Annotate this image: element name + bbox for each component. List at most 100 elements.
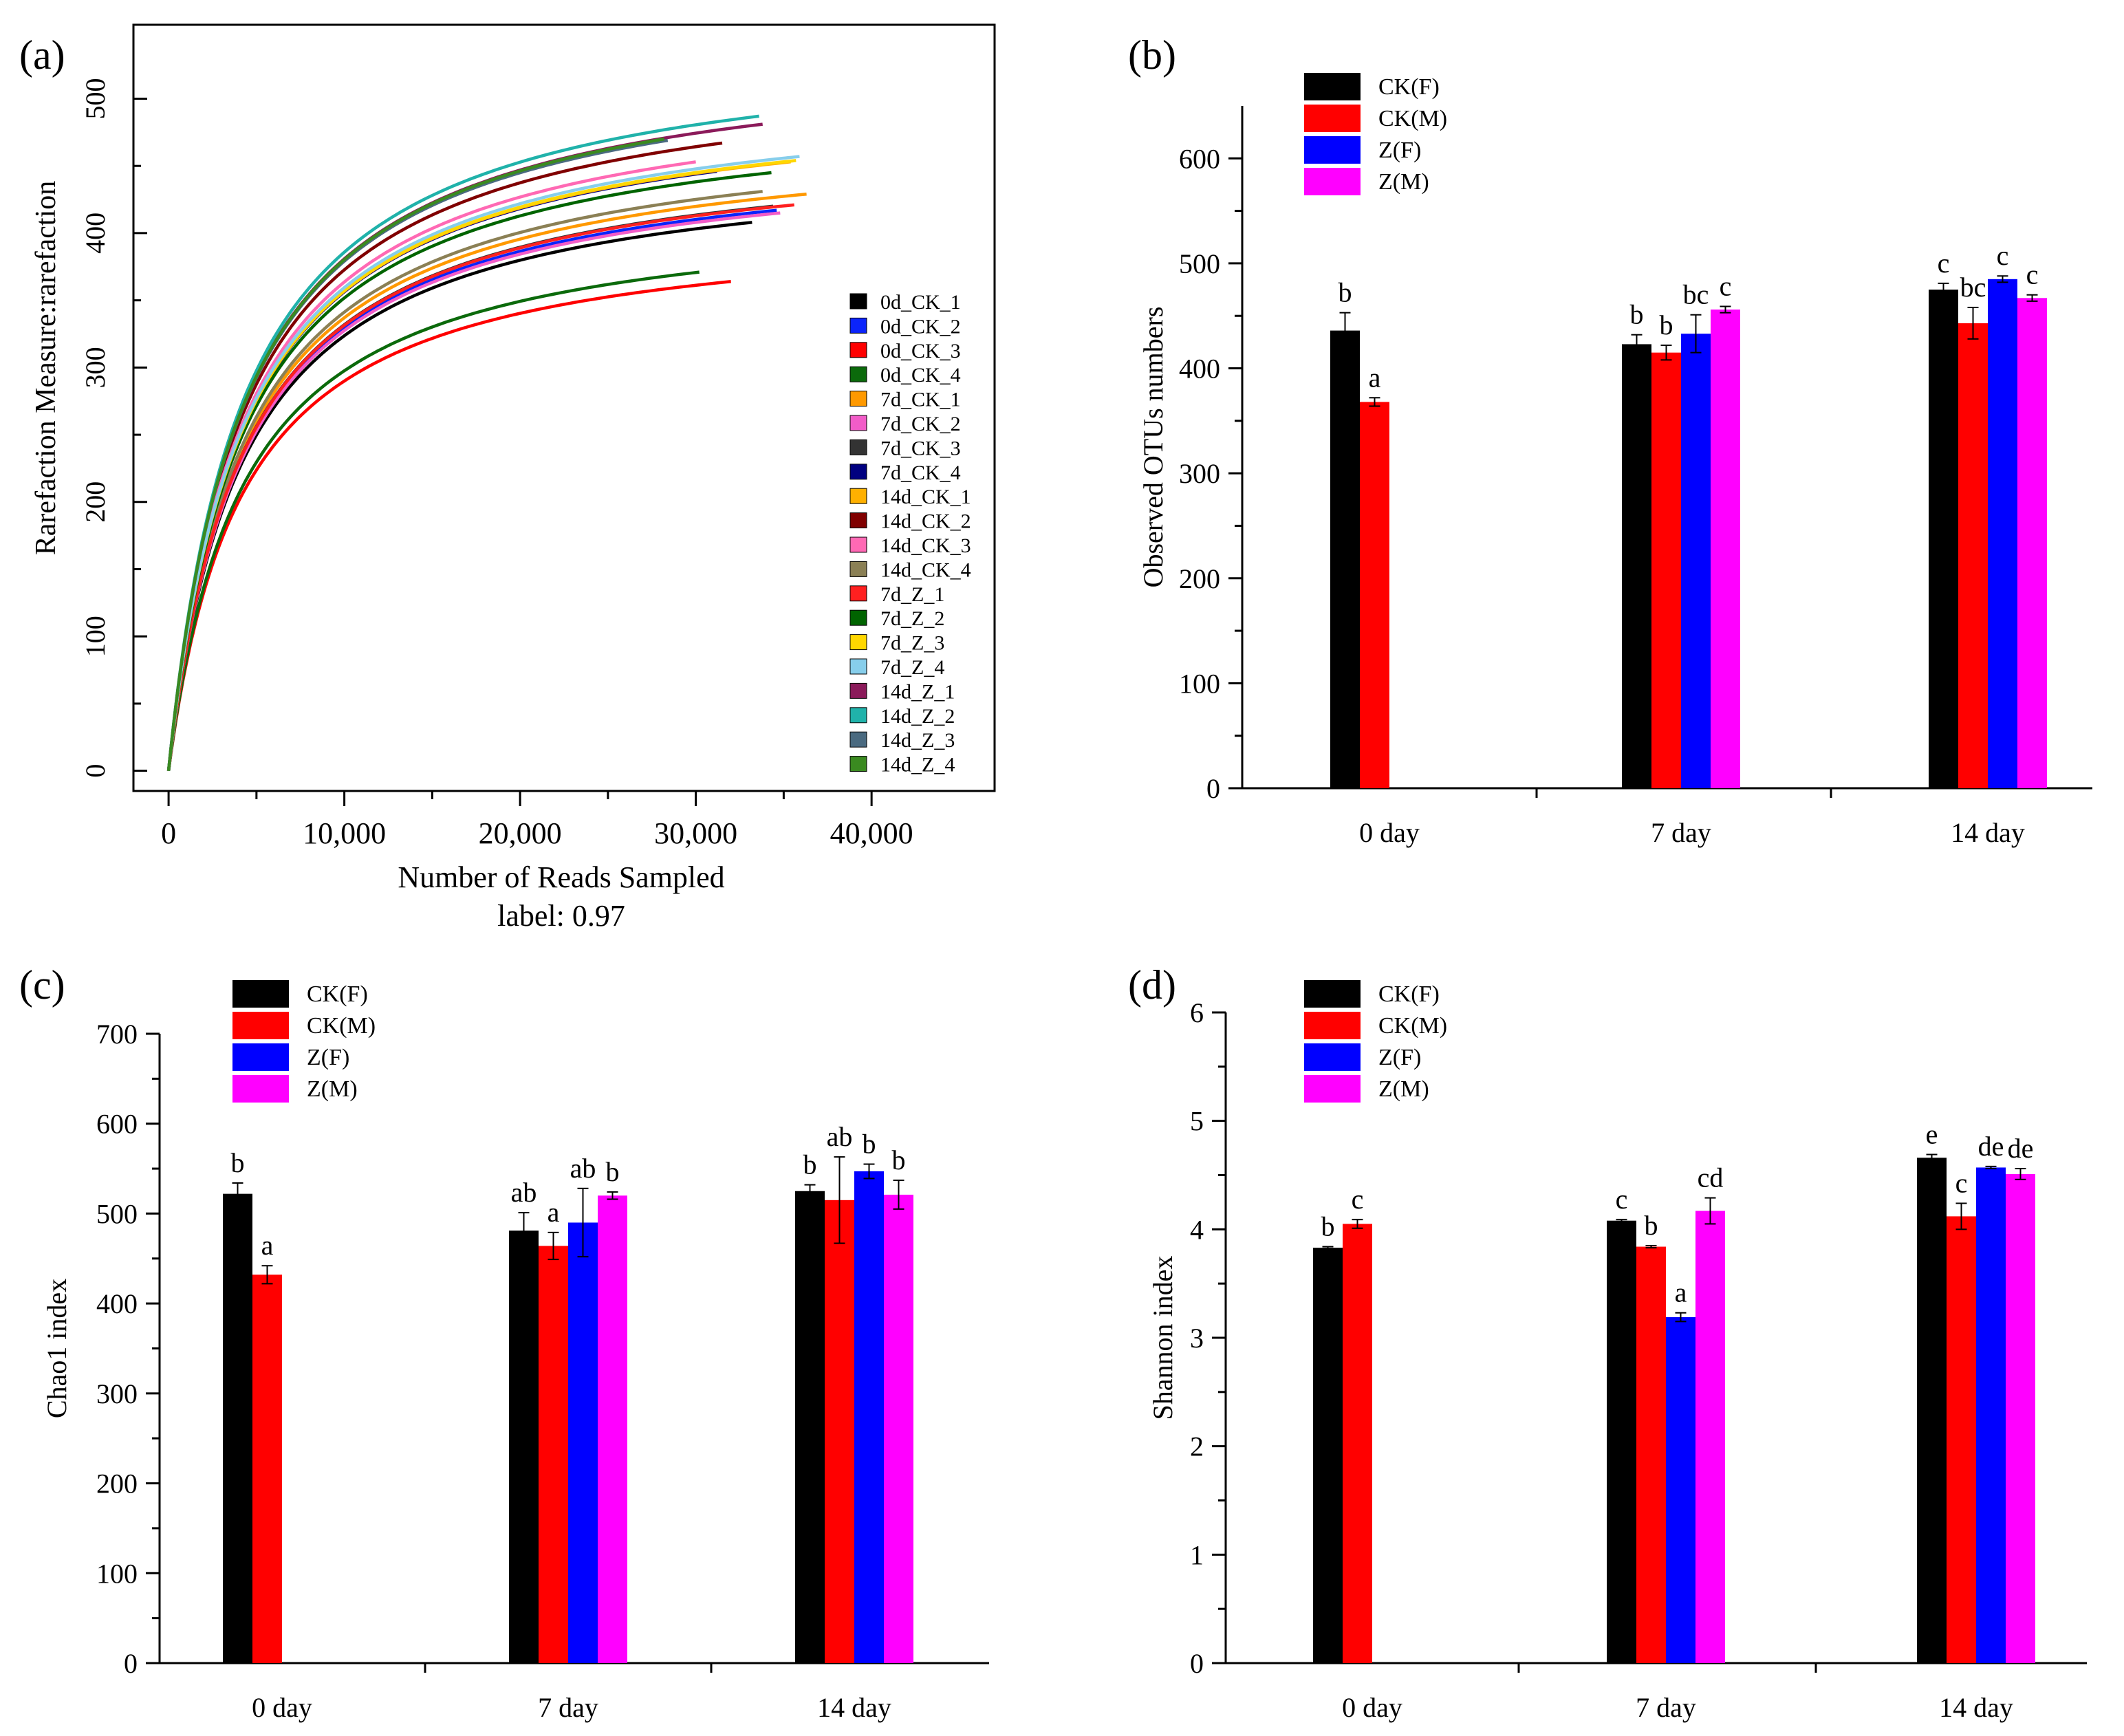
significance-letter: c: [1720, 270, 1732, 301]
y-tick-label: 3: [1190, 1323, 1204, 1354]
rarefaction-curve: [166, 208, 777, 771]
bar: [2017, 298, 2047, 789]
legend-swatch: [232, 1012, 289, 1039]
significance-letter: b: [1321, 1211, 1335, 1242]
y-tick-label: 200: [1179, 563, 1220, 594]
significance-letter: c: [1997, 240, 2009, 271]
bar: [598, 1195, 627, 1663]
legend: CK(F) CK(M) Z(F) Z(M): [232, 980, 376, 1103]
significance-letter: a: [261, 1230, 274, 1261]
legend-swatch: [1304, 105, 1361, 132]
significance-letter: c: [2026, 259, 2039, 290]
y-tick-label: 400: [80, 213, 111, 254]
bar: [825, 1200, 854, 1663]
legend-label: CK(F): [1378, 981, 1440, 1007]
legend-swatch: [849, 707, 867, 724]
x-tick-label: 7 day: [1636, 1692, 1696, 1723]
significance-letter: b: [606, 1156, 620, 1187]
legend-label: 7d_Z_2: [880, 607, 944, 630]
bar: [1711, 310, 1740, 788]
legend: CK(F) CK(M) Z(F) Z(M): [1304, 980, 1447, 1103]
legend-label: 7d_Z_3: [880, 632, 944, 655]
y-tick-label: 200: [96, 1468, 138, 1499]
legend-swatch: [849, 609, 867, 626]
bar: [1666, 1317, 1695, 1663]
legend-swatch: [1304, 1012, 1361, 1039]
x-axis-sublabel: label: 0.97: [497, 899, 625, 933]
x-tick-label: 0 day: [1342, 1692, 1402, 1723]
significance-letter: c: [1955, 1167, 1968, 1198]
y-axis-label: Chao1 index: [41, 1279, 72, 1418]
bar: [2006, 1173, 2035, 1663]
bar: [1343, 1224, 1372, 1663]
rarefaction-curve: [166, 221, 752, 771]
x-tick-label: 40,000: [830, 816, 913, 850]
y-tick-label: 300: [96, 1378, 138, 1409]
legend-label: 0d_CK_2: [880, 315, 961, 338]
legend-label: 14d_Z_4: [880, 754, 955, 777]
legend-label: Z(M): [1378, 1076, 1429, 1102]
y-axis-label: Observed OTUs numbers: [1138, 307, 1169, 588]
bar: [795, 1191, 825, 1663]
significance-letter: c: [1616, 1184, 1628, 1215]
bar: [1947, 1216, 1976, 1663]
rarefaction-curve: [166, 280, 731, 772]
y-tick-label: 1: [1190, 1539, 1204, 1570]
y-tick-label: 200: [80, 481, 111, 523]
rarefaction-curve: [166, 190, 763, 771]
bar: [1330, 330, 1360, 788]
legend-swatch: [849, 415, 867, 431]
bar: [1958, 323, 1988, 789]
rarefaction-curve: [166, 211, 781, 771]
legend-label: 14d_CK_3: [880, 534, 971, 557]
legend-swatch: [1304, 73, 1361, 100]
legend-swatch: [849, 634, 867, 651]
legend-label: CK(M): [307, 1013, 376, 1039]
y-tick-label: 4: [1190, 1214, 1204, 1245]
legend-label: 14d_CK_2: [880, 510, 971, 533]
significance-letter: ab: [570, 1153, 596, 1184]
legend-swatch: [849, 658, 867, 675]
y-tick-label: 6: [1190, 997, 1204, 1028]
legend-label: 7d_CK_3: [880, 437, 961, 459]
x-tick-label: 20,000: [479, 816, 562, 850]
legend-swatch: [1304, 168, 1361, 195]
bar: [1607, 1220, 1636, 1663]
significance-letter: b: [1630, 299, 1644, 330]
panel-label: (a): [19, 32, 65, 78]
legend-label: 7d_CK_1: [880, 389, 961, 411]
y-axis-label: Shannon index: [1147, 1256, 1178, 1420]
bar: [223, 1193, 252, 1663]
rarefaction-curve: [166, 203, 794, 771]
y-tick-label: 0: [80, 764, 111, 778]
bar: [1695, 1211, 1725, 1663]
legend-swatch: [849, 464, 867, 480]
significance-letter: b: [231, 1147, 245, 1178]
legend-swatch: [849, 731, 867, 748]
bar: [1622, 344, 1651, 789]
legend-swatch: [232, 1043, 289, 1071]
panel-label: (c): [19, 962, 65, 1008]
x-tick-label: 14 day: [1939, 1692, 2013, 1723]
legend-swatch: [232, 1075, 289, 1103]
significance-letter: b: [1660, 310, 1673, 340]
significance-letter: c: [1938, 248, 1950, 279]
x-tick-label: 7 day: [538, 1692, 598, 1723]
y-tick-label: 5: [1190, 1106, 1204, 1137]
rarefaction-curve: [166, 160, 696, 771]
y-tick-label: 700: [96, 1019, 138, 1050]
legend-label: 7d_Z_4: [880, 656, 944, 679]
legend-swatch: [849, 488, 867, 504]
legend-swatch: [849, 317, 867, 334]
bar: [884, 1194, 913, 1663]
y-tick-label: 0: [1190, 1648, 1204, 1679]
y-tick-label: 0: [124, 1648, 138, 1679]
y-tick-label: 100: [1179, 668, 1220, 699]
x-axis-label: Number of Reads Sampled: [398, 860, 724, 894]
bar: [252, 1274, 282, 1663]
legend-swatch: [849, 342, 867, 358]
legend-swatch: [1304, 980, 1361, 1008]
legend-swatch: [849, 585, 867, 602]
legend-swatch: [849, 439, 867, 455]
